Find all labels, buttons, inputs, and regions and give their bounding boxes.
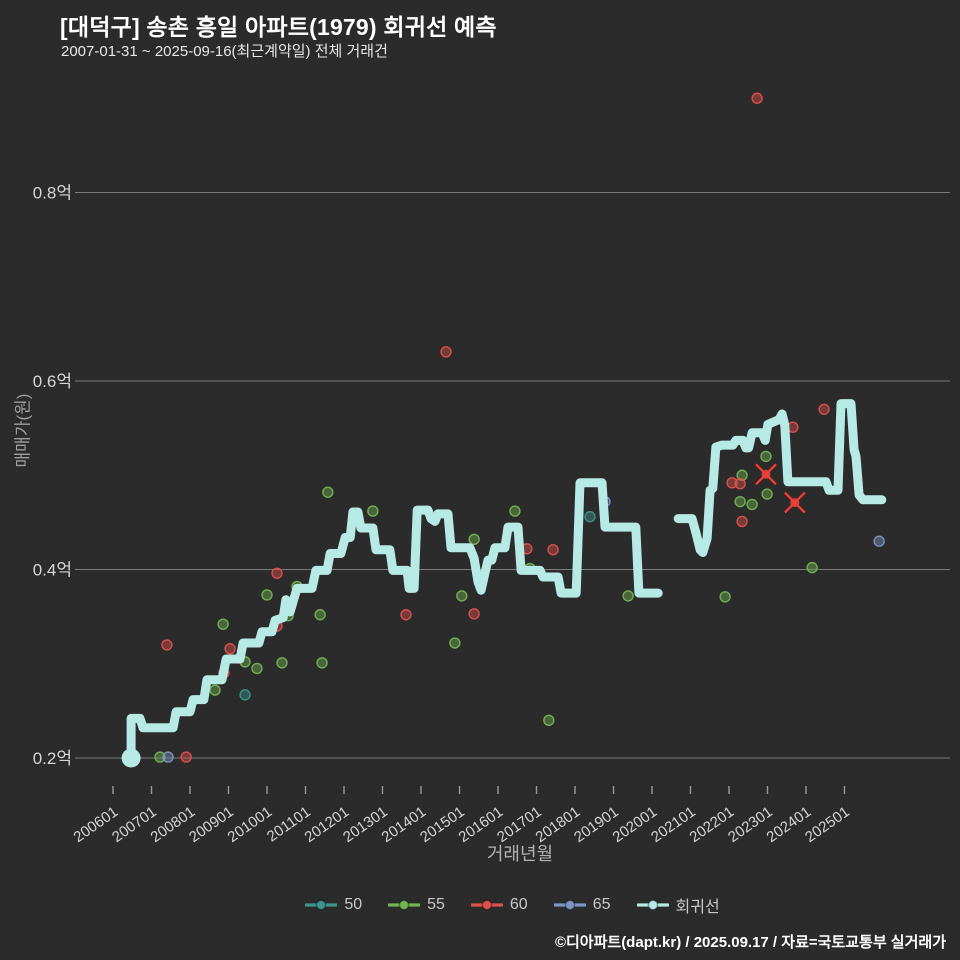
scatter-point-55 [509,505,521,517]
scatter-point-55 [760,450,772,463]
scatter-point-60 [734,478,746,490]
scatter-point-55 [322,486,334,498]
scatter-point-50 [584,511,596,523]
legend-item-65[interactable]: 65 [553,896,611,914]
y-tick-label: 0.4억 [33,561,72,580]
scatter-point-55 [622,590,634,602]
scatter-point-55 [154,751,166,763]
legend-item-50[interactable]: 50 [305,896,362,914]
legend-label: 65 [592,896,611,913]
cancel-x-marker [755,463,777,486]
scatter-point-60 [818,403,830,415]
legend-item-60[interactable]: 60 [470,896,528,914]
scatter-point-55 [468,533,480,546]
scatter-point-55 [261,589,273,601]
cancel-x-marker [784,491,806,514]
legend-label: 회귀선 [675,899,720,916]
legend-marker-icon [470,899,503,911]
scatter-point-60 [161,639,173,651]
footer-credit: ©디아파트(dapt.kr) / 2025.09.17 / 자료=국토교통부 실… [554,934,946,951]
x-axis-title: 거래년월 [486,844,554,864]
scatter-point-60 [440,346,452,358]
legend-marker-icon [636,899,669,911]
legend-marker-icon [305,899,338,911]
scatter-point-55 [316,657,328,669]
scatter-point-55 [209,684,221,696]
scatter-point-55 [719,591,731,603]
scatter-point-60 [271,567,283,579]
scatter-point-55 [761,488,773,500]
scatter-point-55 [449,637,461,649]
legend-marker-icon [388,899,421,911]
scatter-point-60 [180,751,192,763]
scatter-point-60 [751,92,763,104]
legend-label: 50 [344,896,363,913]
scatter-point-60 [736,515,748,528]
chart-legend: 50 55 60 65 회귀선 [75,893,950,917]
regression-line-segment [126,478,663,763]
scatter-point-55 [746,498,758,511]
page-subtitle: 2007-01-31 ~ 2025-09-16(최근계약일) 전체 거래건 [61,43,388,60]
scatter-point-60 [224,642,236,655]
scatter-point-60 [400,609,412,621]
y-axis-title: 매매가(원) [13,393,33,468]
scatter-point-55 [276,657,288,669]
legend-item-55[interactable]: 55 [388,896,445,914]
legend-item-회귀선[interactable]: 회귀선 [636,893,720,917]
legend-marker-icon [553,899,586,911]
y-tick-label: 0.6억 [33,372,72,391]
scatter-point-60 [547,544,559,556]
scatter-point-60 [468,608,480,620]
regression-line-segment [673,399,887,557]
scatter-point-55 [734,495,746,508]
y-tick-label: 0.8억 [33,184,72,203]
scatter-point-55 [806,561,818,574]
scatter-point-65 [873,535,885,547]
scatter-point-60 [726,477,738,489]
scatter-point-55 [217,618,229,630]
legend-label: 60 [509,896,528,913]
scatter-point-65 [162,751,174,763]
legend-label: 55 [427,896,445,913]
page-title: [대덕구] 송촌 흥일 아파트(1979) 회귀선 예측 [60,14,497,40]
scatter-point-55 [314,609,326,621]
scatter-point-55 [543,714,555,726]
scatter-point-50 [239,689,251,701]
x-tick-label: 202501 [802,803,853,846]
scatter-point-55 [251,662,263,675]
scatter-point-55 [736,469,748,481]
y-tick-label: 0.2억 [33,749,72,768]
regression-line-start-marker [121,748,141,768]
x-tick-label: 201001 [225,803,276,846]
scatter-point-55 [367,505,379,517]
scatter-point-55 [456,590,468,602]
